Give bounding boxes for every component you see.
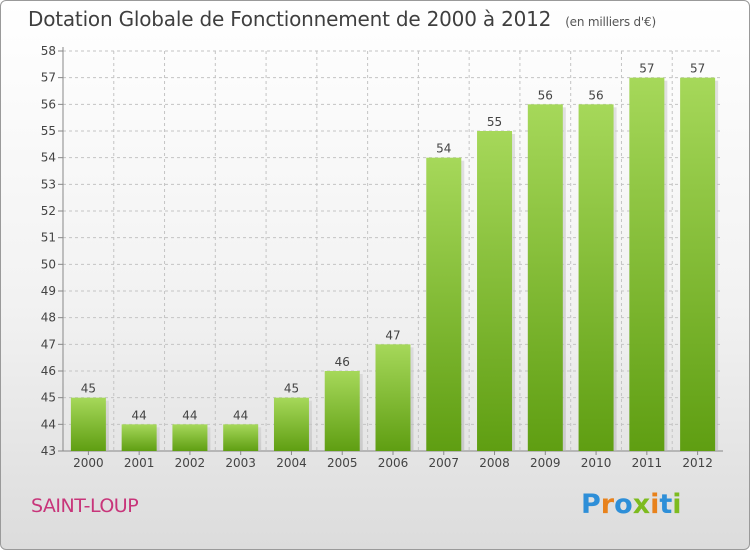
y-tick-label: 52 <box>41 204 56 218</box>
city-name: SAINT-LOUP <box>31 495 139 517</box>
y-tick-label: 58 <box>41 44 56 58</box>
x-tick-label: 2002 <box>175 456 206 470</box>
data-label: 44 <box>132 408 147 422</box>
data-label: 47 <box>385 328 400 342</box>
chart-title: Dotation Globale de Fonctionnement de 20… <box>28 7 656 31</box>
x-tick-label: 2003 <box>225 456 256 470</box>
x-tick-label: 2001 <box>124 456 155 470</box>
bar <box>70 397 106 451</box>
proxiti-logo[interactable]: Proxiti <box>581 489 682 520</box>
logo-letter: x <box>632 489 651 520</box>
bar <box>375 344 411 451</box>
logo-letter: t <box>659 489 673 520</box>
bar <box>324 371 360 451</box>
bar <box>121 424 157 451</box>
bar <box>426 157 462 451</box>
x-tick-label: 2011 <box>632 456 663 470</box>
logo-letter: o <box>614 489 633 520</box>
x-tick-label: 2012 <box>682 456 713 470</box>
title-text: Dotation Globale de Fonctionnement de 20… <box>28 7 552 31</box>
bar <box>527 104 563 451</box>
data-label: 45 <box>284 382 299 396</box>
logo-letter: P <box>581 489 601 520</box>
data-label: 44 <box>233 408 248 422</box>
data-label: 54 <box>436 142 451 156</box>
bar <box>578 104 614 451</box>
logo-letter: i <box>672 489 682 520</box>
x-tick-label: 2004 <box>276 456 307 470</box>
y-tick-label: 44 <box>41 417 56 431</box>
y-tick-label: 56 <box>41 97 56 111</box>
y-tick-label: 47 <box>41 337 56 351</box>
bar <box>223 424 259 451</box>
y-tick-label: 50 <box>41 257 56 271</box>
logo-letter: r <box>600 489 615 520</box>
x-tick-label: 2006 <box>378 456 409 470</box>
y-tick-label: 49 <box>41 284 56 298</box>
logo-letter: i <box>650 489 660 520</box>
labels: 43 44 45 46 47 48 49 50 51 52 53 54 55 56 57 58 45 2000 44… <box>41 44 713 470</box>
x-tick-label: 2005 <box>327 456 358 470</box>
y-tick-label: 55 <box>41 124 56 138</box>
y-tick-label: 57 <box>41 71 56 85</box>
data-label: 57 <box>690 62 705 76</box>
data-label: 57 <box>639 62 654 76</box>
y-tick-label: 54 <box>41 151 56 165</box>
x-tick-label: 2008 <box>479 456 510 470</box>
bar <box>629 77 665 452</box>
data-label: 55 <box>487 115 502 129</box>
unit-label: (en milliers d'€) <box>565 15 656 29</box>
data-label: 45 <box>81 382 96 396</box>
bar <box>273 397 309 451</box>
data-label: 46 <box>335 355 350 369</box>
y-tick-label: 43 <box>41 444 56 458</box>
y-tick-label: 51 <box>41 231 56 245</box>
y-tick-label: 48 <box>41 311 56 325</box>
y-tick-label: 45 <box>41 391 56 405</box>
data-label: 56 <box>588 88 603 102</box>
data-label: 56 <box>538 88 553 102</box>
x-tick-label: 2007 <box>428 456 459 470</box>
y-tick-label: 46 <box>41 364 56 378</box>
bars <box>70 77 719 452</box>
x-tick-label: 2000 <box>73 456 104 470</box>
x-tick-label: 2010 <box>581 456 612 470</box>
y-tick-label: 53 <box>41 177 56 191</box>
bar <box>477 131 513 451</box>
bar <box>680 77 716 452</box>
bar <box>172 424 208 451</box>
data-label: 44 <box>182 408 197 422</box>
x-tick-label: 2009 <box>530 456 561 470</box>
